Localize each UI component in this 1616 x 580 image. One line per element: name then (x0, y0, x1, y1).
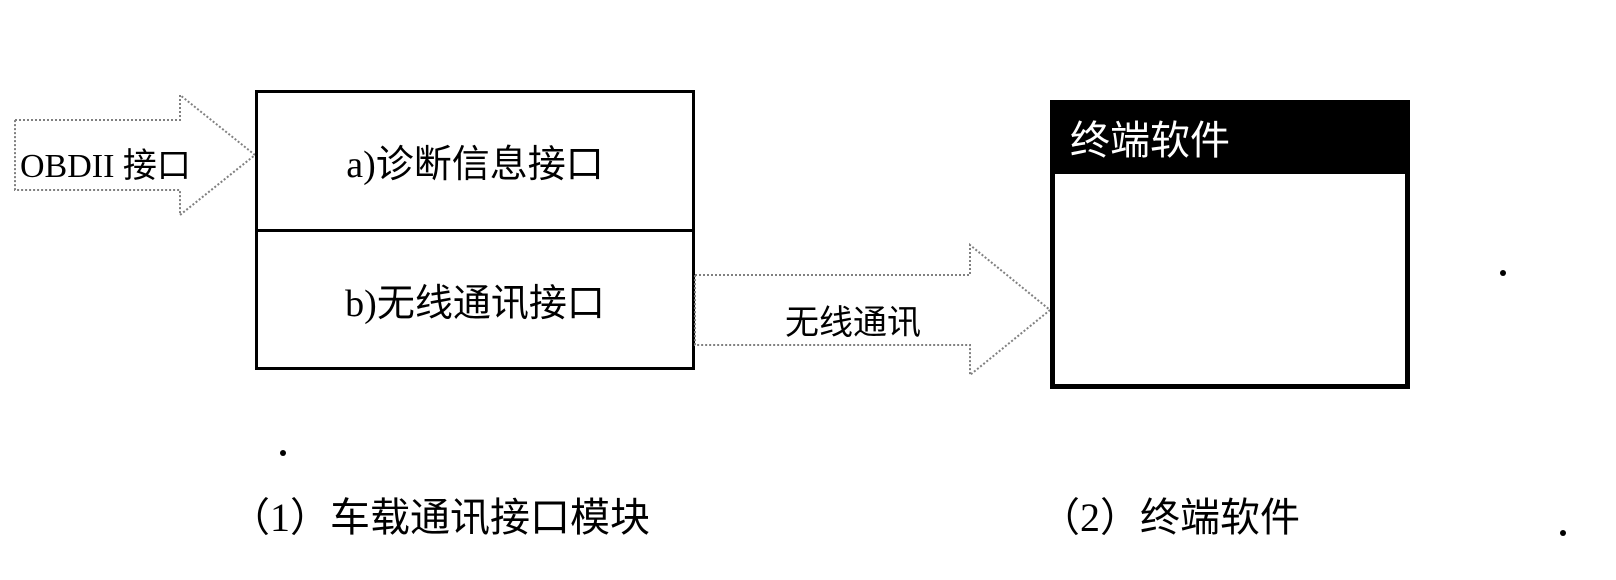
wireless-interface-cell: b)无线通讯接口 (258, 232, 692, 368)
terminal-body (1050, 174, 1410, 389)
obdii-arrow-label: OBDII 接口 (20, 138, 191, 187)
diagnostic-interface-cell: a)诊断信息接口 (258, 93, 692, 232)
vehicle-interface-module: a)诊断信息接口 b)无线通讯接口 (255, 90, 695, 370)
caption-terminal: （2）终端软件 (1040, 485, 1300, 543)
artifact-dot (1560, 530, 1566, 536)
wireless-arrow-label: 无线通讯 (785, 295, 921, 344)
caption-module: （1）车载通讯接口模块 (230, 485, 650, 543)
diagram-container: OBDII 接口 a)诊断信息接口 b)无线通讯接口 无线通讯 终端软件 （1）… (0, 0, 1616, 580)
terminal-titlebar: 终端软件 (1050, 100, 1410, 174)
artifact-dot (280, 450, 286, 456)
artifact-dot (1500, 270, 1506, 276)
terminal-software-window: 终端软件 (1050, 100, 1410, 380)
